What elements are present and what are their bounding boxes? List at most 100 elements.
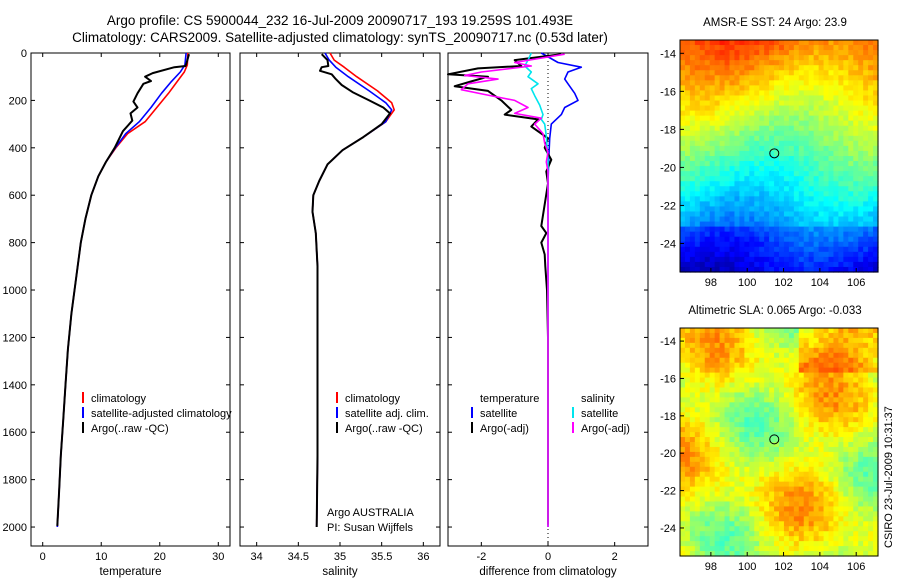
map-cell <box>734 362 740 369</box>
map-cell <box>823 541 830 547</box>
map-cell <box>689 461 696 468</box>
map-cell <box>759 125 765 132</box>
map-cell <box>734 241 740 248</box>
map-cell <box>803 526 810 532</box>
map-cell <box>788 442 795 448</box>
map-cell <box>724 261 731 268</box>
map-cell <box>724 176 731 182</box>
map-cell <box>793 422 800 428</box>
map-cell <box>774 95 780 102</box>
map-cell <box>793 427 800 433</box>
map-cell <box>788 65 795 71</box>
map-cell <box>798 40 805 46</box>
map-cell <box>754 40 760 46</box>
map-cell <box>749 481 755 488</box>
map-cell <box>783 176 790 182</box>
map-cell <box>798 251 805 258</box>
map-cell <box>744 337 750 344</box>
map-cell <box>744 156 750 162</box>
map-cell <box>734 407 740 413</box>
map-cell <box>843 65 849 71</box>
map-cell <box>783 120 790 127</box>
map-cell <box>848 501 854 508</box>
map-cell <box>853 45 859 51</box>
map-cell <box>833 40 839 46</box>
map-cell <box>704 422 711 428</box>
map-cell <box>774 456 780 463</box>
map-cell <box>704 511 711 517</box>
map-cell <box>848 521 854 527</box>
map-cell <box>803 451 810 458</box>
map-cell <box>873 216 879 223</box>
map-cell <box>714 362 721 369</box>
map-cell <box>808 407 815 413</box>
map-cell <box>803 100 810 107</box>
map-cell <box>853 105 859 112</box>
map-cell <box>734 432 740 438</box>
map-cell <box>744 231 750 238</box>
map-cell <box>699 251 706 258</box>
legend-label: Argo(..raw -QC) <box>91 423 169 435</box>
map-cell <box>823 181 830 187</box>
figure-title-line-2: Climatology: CARS2009. Satellite-adjuste… <box>72 30 608 45</box>
map-cell <box>813 491 820 498</box>
map-cell <box>719 156 726 162</box>
map-cell <box>868 531 874 537</box>
map-cell <box>709 40 716 46</box>
map-cell <box>704 60 711 66</box>
map-x-tick-label: 100 <box>738 561 756 573</box>
map-cell <box>779 471 785 478</box>
map-cell <box>843 256 849 263</box>
map-cell <box>818 486 825 493</box>
map-cell <box>823 166 830 172</box>
map-cell <box>783 70 790 76</box>
map-cell <box>689 261 696 268</box>
map-cell <box>759 110 765 117</box>
map-cell <box>709 392 716 398</box>
map-cell <box>714 246 721 253</box>
map-cell <box>739 40 745 46</box>
map-cell <box>759 392 765 398</box>
map-cell <box>719 471 726 478</box>
map-cell <box>828 372 835 379</box>
map-cell <box>699 80 706 86</box>
map-cell <box>818 328 825 334</box>
map-cell <box>853 231 859 238</box>
map-cell <box>843 261 849 268</box>
map-cell <box>680 417 686 423</box>
map-cell <box>848 481 854 488</box>
map-cell <box>764 357 770 364</box>
map-cell <box>749 382 755 389</box>
map-cell <box>808 551 815 557</box>
map-cell <box>749 541 755 547</box>
map-cell <box>684 221 691 228</box>
map-cell <box>853 80 859 86</box>
map-cell <box>828 80 835 86</box>
map-cell <box>848 476 854 483</box>
map-cell <box>818 417 825 423</box>
map-cell <box>769 261 775 268</box>
map-cell <box>704 387 711 394</box>
map-cell <box>734 196 740 202</box>
map-cell <box>813 382 820 389</box>
map-cell <box>699 372 706 379</box>
map-cell <box>808 211 815 218</box>
map-cell <box>858 110 864 117</box>
map-cell <box>793 115 800 122</box>
map-cell <box>689 541 696 547</box>
map-cell <box>853 541 859 547</box>
map-cell <box>823 110 830 117</box>
map-cell <box>863 491 869 498</box>
map-cell <box>699 176 706 182</box>
map-cell <box>769 85 775 92</box>
map-cell <box>838 536 844 542</box>
map-cell <box>719 506 726 512</box>
map-cell <box>818 427 825 433</box>
map-cell <box>803 367 810 374</box>
map-cell <box>744 75 750 81</box>
map-cell <box>808 186 815 192</box>
map-cell <box>798 241 805 248</box>
map-cell <box>868 536 874 542</box>
map-cell <box>808 506 815 512</box>
map-cell <box>868 176 874 182</box>
